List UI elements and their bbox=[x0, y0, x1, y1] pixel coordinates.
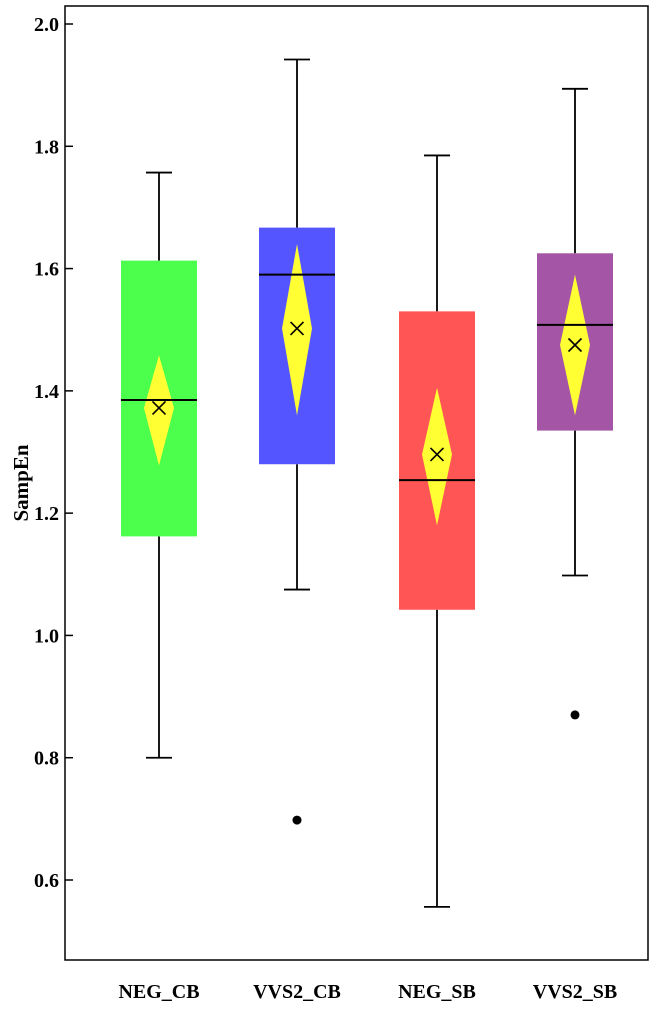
box-group-vvs2_sb bbox=[537, 87, 613, 720]
outlier-point bbox=[570, 710, 580, 720]
mean-marker bbox=[289, 321, 305, 336]
x-tick-label: NEG_CB bbox=[118, 981, 199, 1003]
mean-diamond bbox=[144, 355, 174, 466]
mean-marker bbox=[151, 400, 167, 416]
box-group-neg_sb bbox=[399, 154, 475, 908]
y-axis-title: SampEn bbox=[9, 444, 33, 521]
mean-marker bbox=[429, 447, 445, 462]
y-tick-label: 0.8 bbox=[34, 748, 59, 770]
y-tick-label: 1.8 bbox=[34, 136, 59, 158]
y-tick-label: 1.2 bbox=[34, 503, 59, 525]
y-tick-label: 0.6 bbox=[34, 870, 59, 892]
plot-frame bbox=[64, 5, 649, 961]
y-tick-label: 1.6 bbox=[34, 259, 59, 281]
box-group-vvs2_cb bbox=[259, 58, 335, 825]
mean-diamond bbox=[282, 244, 312, 416]
y-axis: 0.6 0.8 1.0 1.2 1.4 1.6 1.8 2.0 NEG_CB VVS2_CB NEG… bbox=[34, 14, 617, 1003]
x-tick-label: VVS2_SB bbox=[533, 981, 617, 1003]
x-tick-label: VVS2_CB bbox=[253, 981, 341, 1003]
y-tick-label: 1.4 bbox=[34, 381, 59, 403]
mean-diamond bbox=[422, 387, 452, 526]
mean-marker bbox=[567, 337, 583, 353]
box-group-neg_cb bbox=[121, 171, 197, 759]
y-tick-label: 1.0 bbox=[34, 625, 59, 647]
marks-layer bbox=[121, 58, 613, 908]
y-tick-label: 2.0 bbox=[34, 14, 59, 36]
x-tick-label: NEG_SB bbox=[398, 981, 476, 1003]
outlier-point bbox=[292, 815, 302, 825]
